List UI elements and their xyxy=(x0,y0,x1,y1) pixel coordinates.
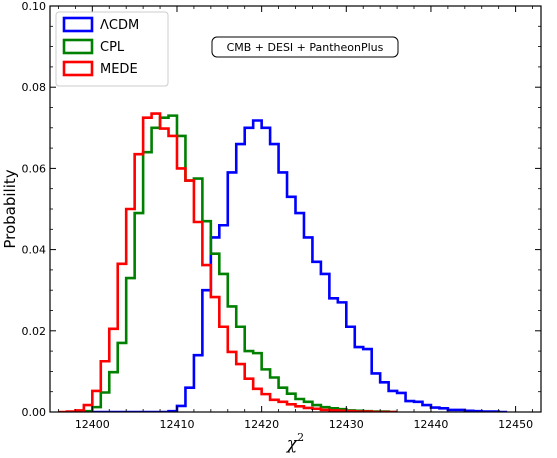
legend-swatch-cpl xyxy=(62,38,94,55)
legend-swatch-lcdm xyxy=(62,16,94,33)
tick-labels-layer: 12400 12410 12420 12430 12440 12450 0.00 0.02 0.… xyxy=(22,0,534,431)
y-axis-label: Probability xyxy=(1,169,19,248)
y-tick-label: 0.08 xyxy=(22,81,47,94)
legend-swatch-mede xyxy=(62,60,94,77)
legend-label-cpl: CPL xyxy=(100,40,125,55)
x-axis-label-superscript: 2 xyxy=(297,431,304,444)
legend-label-lcdm: ΛCDM xyxy=(100,18,139,33)
series-lcdm-histogram xyxy=(75,119,508,412)
annotation-box: CMB + DESI + PantheonPlus xyxy=(211,36,399,58)
x-tick-label: 12420 xyxy=(244,418,279,431)
legend: ΛCDM CPL MEDE xyxy=(55,11,169,87)
ticks-layer xyxy=(50,5,541,413)
y-tick-label: 0.00 xyxy=(22,406,47,419)
y-tick-label: 0.04 xyxy=(22,244,47,257)
y-tick-label: 0.06 xyxy=(22,162,47,175)
annotation-border xyxy=(211,36,399,58)
y-tick-label: 0.10 xyxy=(22,0,47,13)
y-tick-label: 0.02 xyxy=(22,325,47,338)
x-tick-label: 12440 xyxy=(413,418,448,431)
legend-label-mede: MEDE xyxy=(100,62,138,77)
x-axis-label-base: χ xyxy=(286,434,299,454)
x-tick-label: 12430 xyxy=(329,418,364,431)
x-tick-label: 12400 xyxy=(75,418,110,431)
annotation-text: CMB + DESI + PantheonPlus xyxy=(227,41,384,54)
x-tick-label: 12410 xyxy=(159,418,194,431)
series-cpl-histogram xyxy=(75,114,398,412)
x-axis-label: χ2 xyxy=(286,431,304,454)
x-tick-label: 12450 xyxy=(498,418,533,431)
